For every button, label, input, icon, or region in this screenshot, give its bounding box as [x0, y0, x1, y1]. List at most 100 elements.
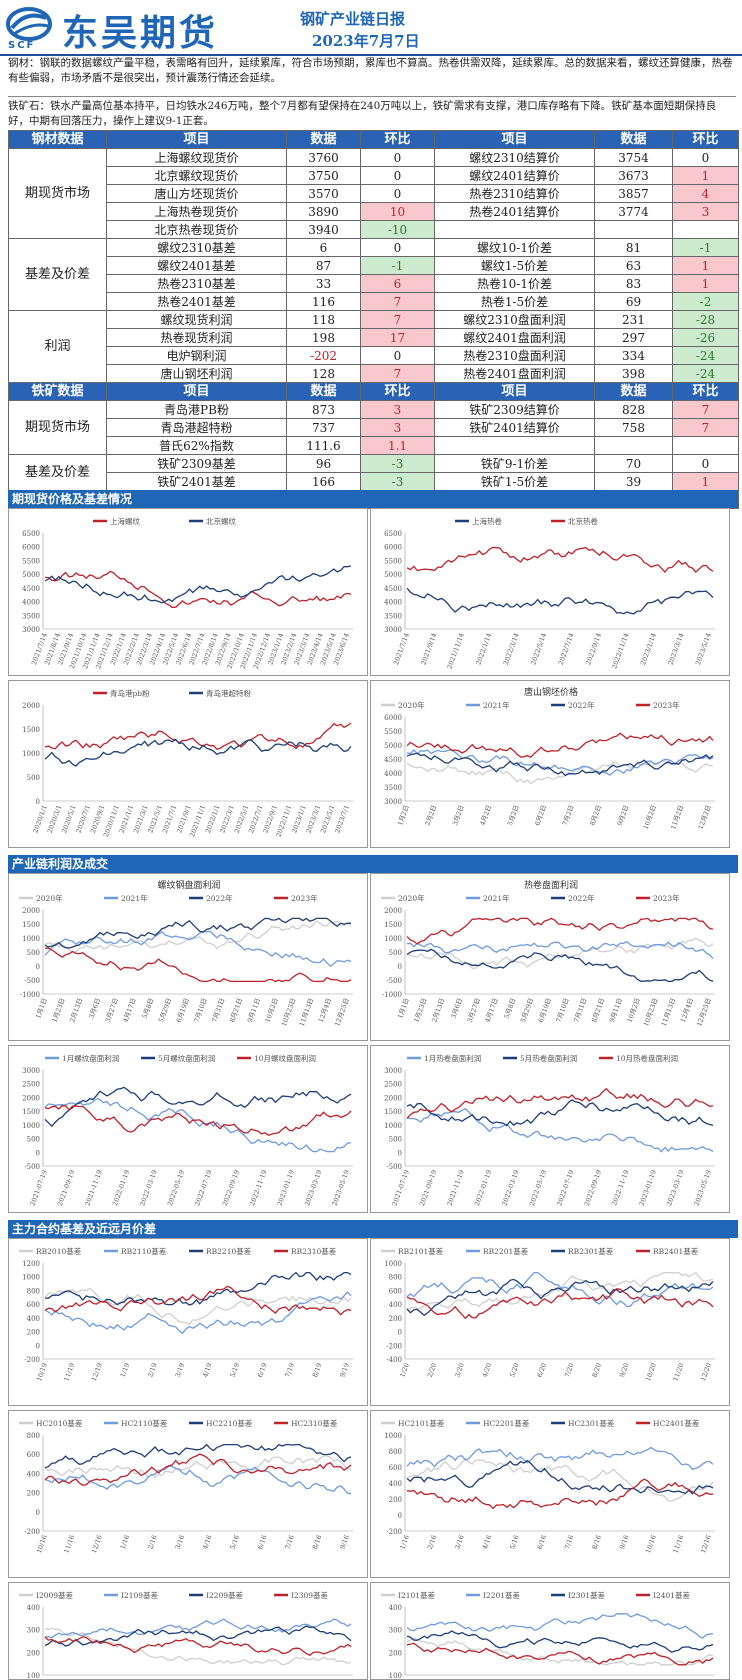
x-tick-label: 7/16	[563, 1534, 576, 1550]
y-tick-label: 6000	[384, 714, 402, 722]
x-tick-label: 11/16	[671, 1534, 685, 1554]
series-line	[406, 917, 714, 945]
x-tick-label: 2023-01-19	[276, 1169, 296, 1207]
table-row: 期现货市场 青岛港PB粉 873 3 铁矿2309结算价 828 7	[8, 400, 739, 455]
x-tick-label: 2022-01-19	[111, 1169, 131, 1207]
x-tick-label: 10/16	[35, 1534, 49, 1554]
chart-panel: 1月热卷盘面利润 5月热卷盘面利润 10月热卷盘面利润 3000 2500 2000 150…	[370, 1045, 730, 1213]
item-name-cell: 铁矿9-1价差	[434, 454, 595, 473]
x-tick-label: 5月8日	[503, 997, 518, 1020]
ore-comment: 铁矿石：铁水产量高位基本持平，日均铁水246万吨，整个7月都有望保持在240万吨…	[8, 96, 736, 129]
item-name-cell: 热卷1-5价差	[434, 292, 595, 311]
section-title-basis: 主力合约基差及近远月价差	[8, 1220, 738, 1238]
legend-label: 2020年	[398, 893, 425, 903]
y-tick-label: 1000	[384, 1432, 402, 1440]
x-tick-label: 4/19	[201, 1362, 214, 1378]
y-tick-label: -200	[386, 1528, 402, 1536]
table-header-cell: 环比	[360, 130, 435, 149]
value-cell: 83	[594, 274, 673, 293]
x-tick-label: 2023-03-19	[665, 1169, 685, 1207]
change-cell: 7	[360, 292, 435, 311]
series-line	[44, 1636, 352, 1657]
value-cell: -202	[286, 346, 361, 365]
y-tick-label: 4500	[384, 585, 402, 593]
x-tick-label: 7月31日	[210, 997, 226, 1024]
item-name-cell: 铁矿2401基差	[106, 472, 287, 491]
value-cell: 758	[594, 418, 673, 437]
x-tick-label: 12/20	[699, 1362, 713, 1382]
y-tick-label: 3000	[22, 626, 40, 634]
legend-label: RB2401基差	[653, 1246, 699, 1256]
table-header-cell: 项目	[106, 130, 287, 149]
legend-label: RB2201基差	[483, 1246, 529, 1256]
legend-label: I2301基差	[568, 1590, 606, 1600]
chart-panel: HC2101基差 HC2201基差 HC2301基差 HC2401基差 1000 800 6…	[370, 1410, 730, 1578]
change-cell: -1	[672, 238, 739, 257]
x-tick-label: 2022-11-19	[610, 1169, 630, 1207]
table-header-cell: 项目	[434, 382, 595, 401]
value-cell: 3857	[594, 184, 673, 203]
x-tick-label: 9/20	[618, 1362, 631, 1378]
legend-label: HC2101基差	[398, 1418, 445, 1428]
x-tick-label: 4月17日	[483, 997, 499, 1024]
x-tick-label: 3月27日	[104, 997, 120, 1024]
y-tick-label: 0	[36, 1149, 40, 1157]
legend-label: 2023年	[653, 700, 680, 710]
x-tick-label: 5/16	[508, 1534, 521, 1550]
item-name-cell: 上海螺纹现货价	[106, 148, 287, 167]
x-tick-label: 2023-05-19	[331, 1169, 351, 1207]
value-cell: 3774	[594, 202, 673, 221]
y-tick-label: 3000	[384, 626, 402, 634]
item-name-cell: 热卷2401基差	[106, 292, 287, 311]
x-tick-label: 2022-09-19	[221, 1169, 241, 1207]
x-tick-label: 5/20	[508, 1362, 521, 1378]
y-tick-label: 5500	[384, 557, 402, 565]
series-line	[44, 570, 352, 609]
y-tick-label: 800	[389, 1274, 402, 1282]
category-cell: 基差及价差	[8, 238, 107, 311]
series-line	[44, 1625, 352, 1647]
logo-text: 东吴期货	[62, 13, 219, 54]
x-tick-label: 10月23日	[280, 997, 298, 1028]
table-header-cell: 钢材数据	[8, 130, 107, 149]
legend-label: 5月热卷盘面利润	[520, 1053, 577, 1063]
x-tick-label: 1月2日	[396, 804, 411, 827]
y-tick-label: 3500	[384, 612, 402, 620]
x-tick-label: 2023/1/14	[639, 632, 658, 666]
change-cell: 6	[360, 274, 435, 293]
y-tick-label: -500	[24, 1163, 40, 1171]
chart-title: 热卷盘面利润	[524, 879, 578, 891]
chart-title: 螺纹钢盘面利润	[157, 879, 220, 891]
value-cell: 398	[594, 364, 673, 383]
x-tick-label: 5/16	[229, 1534, 242, 1550]
y-tick-label: 1500	[384, 921, 402, 929]
legend-label: RB2010基差	[36, 1246, 82, 1256]
y-tick-label: -400	[386, 1356, 402, 1364]
y-tick-label: 300	[27, 1627, 40, 1635]
y-tick-label: 0	[398, 963, 402, 971]
series-line	[44, 920, 352, 953]
x-tick-label: 6/16	[256, 1534, 269, 1550]
value-cell: 737	[286, 418, 361, 437]
change-cell: -1	[360, 256, 435, 275]
chart-panel: RB2101基差 RB2201基差 RB2301基差 RB2401基差 1000 800 6…	[370, 1238, 730, 1406]
value-cell: 3940	[286, 220, 361, 239]
series-line	[44, 1443, 352, 1469]
y-tick-label: 2000	[384, 1094, 402, 1102]
change-cell: -24	[672, 346, 739, 365]
y-tick-label: 0	[36, 1509, 40, 1517]
value-cell: 3890	[286, 202, 361, 221]
value-cell: 3570	[286, 184, 361, 203]
y-tick-label: -500	[24, 977, 40, 985]
legend-label: RB2101基差	[398, 1246, 444, 1256]
category-cell: 利润	[8, 310, 107, 383]
table-header-cell: 项目	[434, 130, 595, 149]
legend-label: I2309基差	[291, 1590, 329, 1600]
y-tick-label: 4500	[22, 585, 40, 593]
report-date: 2023年7月7日	[312, 32, 420, 50]
item-name-cell: 热卷2401结算价	[434, 202, 595, 221]
legend-label: 北京螺纹	[206, 516, 236, 526]
x-tick-label: 11月13日	[660, 997, 678, 1028]
series-line	[44, 722, 352, 750]
x-tick-label: 2021-09-19	[56, 1169, 76, 1207]
